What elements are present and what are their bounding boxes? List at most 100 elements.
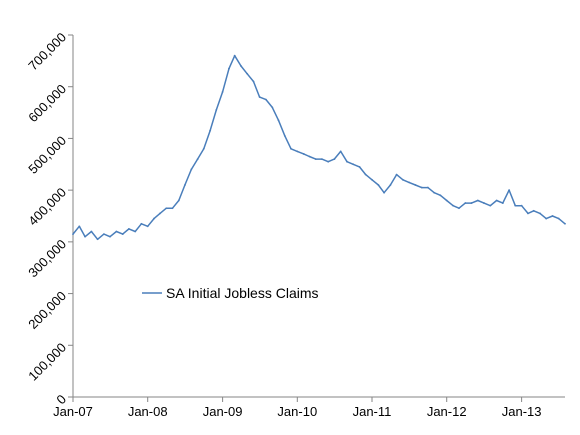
y-tick-label: 600,000: [25, 81, 69, 125]
data-point: [296, 150, 299, 153]
data-point: [489, 204, 492, 207]
x-axis: Jan-07 Jan-08 Jan-09 Jan-10 Jan-11 Jan-12 Jan-…: [53, 396, 565, 419]
data-point: [165, 207, 168, 210]
data-point: [346, 160, 348, 163]
data-point: [215, 109, 218, 111]
data-point: [557, 217, 560, 220]
data-point: [209, 129, 212, 132]
y-tick-label: 200,000: [25, 288, 69, 332]
data-point: [377, 184, 380, 186]
data-point: [408, 181, 410, 184]
x-tick-label: Jan-07: [53, 404, 93, 419]
data-point: [290, 147, 292, 150]
data-point: [221, 90, 224, 93]
data-point: [283, 134, 286, 137]
data-point: [389, 184, 392, 186]
data-point: [121, 233, 124, 236]
data-point: [439, 194, 442, 197]
data-point: [159, 212, 161, 215]
data-point: [333, 158, 336, 161]
data-point: [371, 178, 373, 181]
data-point: [426, 186, 429, 189]
x-tick-label: Jan-10: [277, 404, 317, 419]
data-point: [171, 207, 174, 210]
data-point: [233, 54, 236, 57]
data-point: [271, 106, 274, 109]
data-point: [320, 158, 323, 161]
data-point: [551, 215, 554, 217]
data-point: [90, 230, 93, 233]
data-point: [146, 225, 149, 228]
data-point: [358, 165, 361, 168]
data-point: [464, 202, 467, 204]
data-point: [252, 80, 255, 83]
data-point: [103, 233, 105, 236]
data-point: [495, 199, 498, 202]
series-line: [72, 54, 566, 241]
data-point: [196, 158, 199, 161]
data-point: [308, 155, 311, 158]
y-tick-label: 500,000: [25, 133, 69, 177]
data-point: [228, 67, 230, 70]
data-point: [96, 238, 99, 241]
data-point: [302, 153, 305, 155]
x-tick-label: Jan-11: [353, 404, 392, 419]
data-point: [383, 191, 385, 194]
data-point: [483, 202, 485, 204]
legend: SA Initial Jobless Claims: [142, 285, 319, 301]
legend-label: SA Initial Jobless Claims: [166, 285, 319, 301]
data-point: [134, 230, 137, 233]
data-point: [476, 199, 479, 202]
data-point: [414, 184, 417, 186]
data-point: [339, 150, 342, 153]
data-point: [109, 235, 111, 238]
data-point: [72, 233, 74, 236]
data-point: [508, 189, 511, 192]
y-tick-label: 300,000: [25, 236, 69, 280]
data-point: [539, 212, 541, 215]
data-point: [127, 228, 130, 230]
data-point: [140, 222, 143, 225]
data-point: [395, 173, 398, 176]
data-point: [327, 160, 330, 163]
y-tick-label: 700,000: [25, 30, 69, 74]
data-point: [240, 65, 242, 67]
data-point: [84, 235, 86, 238]
x-tick-label: Jan-09: [203, 404, 243, 419]
data-point: [433, 191, 436, 194]
y-axis: 0100,000200,000300,000400,000500,000600,…: [25, 30, 74, 407]
data-point: [190, 168, 193, 171]
data-point: [420, 186, 423, 189]
x-tick-label: Jan-13: [502, 404, 542, 419]
data-point: [532, 209, 535, 212]
data-point: [452, 204, 454, 207]
data-point: [314, 158, 317, 161]
y-tick-label: 100,000: [25, 340, 69, 384]
data-point: [514, 204, 517, 207]
data-point: [246, 72, 249, 75]
data-point: [545, 217, 548, 220]
data-point: [364, 173, 367, 176]
data-point: [445, 199, 448, 202]
data-point: [277, 119, 280, 122]
data-point: [501, 202, 504, 204]
x-tick-label: Jan-08: [128, 404, 168, 419]
data-point: [202, 147, 205, 150]
data-point: [564, 222, 566, 225]
data-point: [78, 225, 81, 228]
data-point: [402, 178, 404, 181]
data-point: [153, 217, 155, 220]
data-point: [115, 230, 118, 233]
data-point: [458, 207, 460, 210]
data-point: [184, 184, 186, 186]
y-tick-label: 400,000: [25, 185, 69, 229]
x-tick-label: Jan-12: [427, 404, 467, 419]
data-point: [527, 212, 529, 215]
data-point: [265, 98, 267, 101]
data-point: [352, 163, 355, 166]
data-point: [258, 96, 261, 98]
data-point: [470, 202, 473, 204]
series-layer: [72, 54, 566, 241]
data-point: [177, 199, 180, 202]
